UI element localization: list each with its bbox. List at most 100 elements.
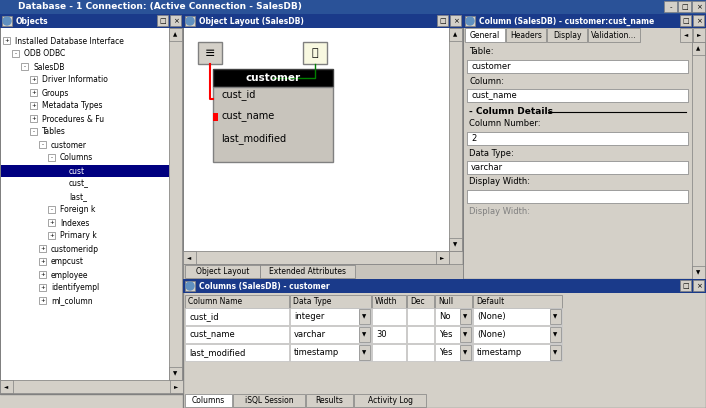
Bar (693, 280, 704, 291)
Circle shape (186, 282, 194, 290)
Text: ×: × (172, 18, 179, 24)
Bar (290, 326, 371, 343)
Text: cust_name: cust_name (471, 91, 517, 100)
Circle shape (466, 17, 474, 25)
Bar (678, 1, 691, 12)
Text: Column Number:: Column Number: (469, 120, 541, 129)
Bar (435, 308, 472, 325)
Text: Yes: Yes (439, 330, 453, 339)
Text: 30: 30 (376, 330, 387, 339)
Bar (0, 0, 706, 14)
Bar (467, 190, 688, 203)
Text: Procedures & Fu: Procedures & Fu (42, 115, 104, 124)
Text: employee: employee (51, 271, 88, 279)
Text: +: + (40, 259, 45, 264)
Bar (450, 15, 461, 26)
Text: last_modified: last_modified (221, 133, 286, 144)
Bar (183, 14, 463, 28)
Bar (359, 327, 370, 342)
Bar (0, 14, 706, 36)
Bar (303, 42, 327, 64)
Bar (372, 344, 406, 361)
Text: ▼: ▼ (463, 332, 467, 337)
Text: ▼: ▼ (463, 314, 467, 319)
Bar (464, 42, 692, 279)
Bar (198, 42, 222, 64)
Text: ODB ODBC: ODB ODBC (24, 49, 65, 58)
Bar (0, 380, 183, 393)
Text: +: + (31, 103, 36, 108)
Text: +: + (49, 220, 54, 225)
Text: -: - (51, 155, 52, 160)
Text: +: + (31, 116, 36, 121)
Bar (692, 42, 705, 55)
Text: ×: × (695, 283, 702, 289)
Text: ▼: ▼ (362, 314, 366, 319)
Bar (467, 132, 688, 145)
Text: 2: 2 (471, 134, 477, 143)
Text: Activity Log: Activity Log (368, 396, 412, 405)
Text: Columns (SalesDB) - customer: Columns (SalesDB) - customer (199, 282, 330, 290)
Text: iSQL Session: iSQL Session (245, 396, 293, 405)
Bar (260, 265, 355, 278)
Text: Yes: Yes (439, 348, 453, 357)
Text: Indexes: Indexes (60, 219, 90, 228)
Bar (48, 232, 55, 239)
Text: -: - (15, 51, 16, 56)
Bar (185, 265, 260, 278)
Bar (465, 16, 475, 26)
Text: Database - 1 Connection: (Active Connection - SalesDB): Database - 1 Connection: (Active Connect… (18, 2, 302, 11)
Text: 🔑: 🔑 (311, 48, 318, 58)
Bar (680, 280, 691, 291)
Bar (465, 28, 505, 42)
Text: integer: integer (294, 312, 324, 321)
Text: -: - (32, 129, 35, 134)
Bar (463, 14, 706, 28)
Bar (170, 15, 181, 26)
Text: Driver Informatio: Driver Informatio (42, 75, 108, 84)
Text: Data Type:: Data Type: (469, 149, 514, 157)
Text: ×: × (695, 4, 702, 10)
Text: ×: × (695, 18, 702, 24)
Text: timestamp: timestamp (477, 348, 522, 357)
Bar (550, 345, 561, 360)
Text: Dec: Dec (410, 297, 424, 306)
Bar (30, 128, 37, 135)
Bar (39, 297, 46, 304)
Text: last_: last_ (69, 193, 87, 202)
Text: varchar: varchar (471, 163, 503, 172)
Bar (1, 28, 169, 380)
Text: +: + (40, 285, 45, 290)
Text: ▼: ▼ (554, 332, 558, 337)
Text: Foreign k: Foreign k (60, 206, 95, 215)
Text: Tables: Tables (42, 127, 66, 137)
Text: □: □ (159, 18, 166, 24)
Text: empcust: empcust (51, 257, 84, 266)
Bar (185, 308, 289, 325)
Bar (680, 15, 691, 26)
Bar (184, 28, 449, 251)
Bar (185, 344, 289, 361)
Bar (39, 141, 46, 148)
Bar (359, 345, 370, 360)
Bar (460, 327, 471, 342)
Text: cust_: cust_ (69, 180, 89, 188)
Text: Columns: Columns (192, 396, 225, 405)
Text: Object Layout: Object Layout (196, 268, 249, 277)
Text: ▼: ▼ (554, 314, 558, 319)
Bar (692, 1, 705, 12)
Text: +: + (40, 272, 45, 277)
Text: cust_name: cust_name (189, 330, 235, 339)
Text: ►: ► (174, 384, 179, 389)
Text: ml_column: ml_column (51, 297, 92, 306)
Text: ◄: ◄ (4, 384, 8, 389)
Bar (213, 69, 333, 87)
Bar (48, 219, 55, 226)
Bar (407, 344, 434, 361)
Text: +: + (40, 246, 45, 251)
Bar (169, 28, 182, 41)
Bar (183, 279, 706, 293)
Bar (3, 37, 10, 44)
Text: -: - (42, 142, 44, 147)
Bar (354, 394, 426, 407)
